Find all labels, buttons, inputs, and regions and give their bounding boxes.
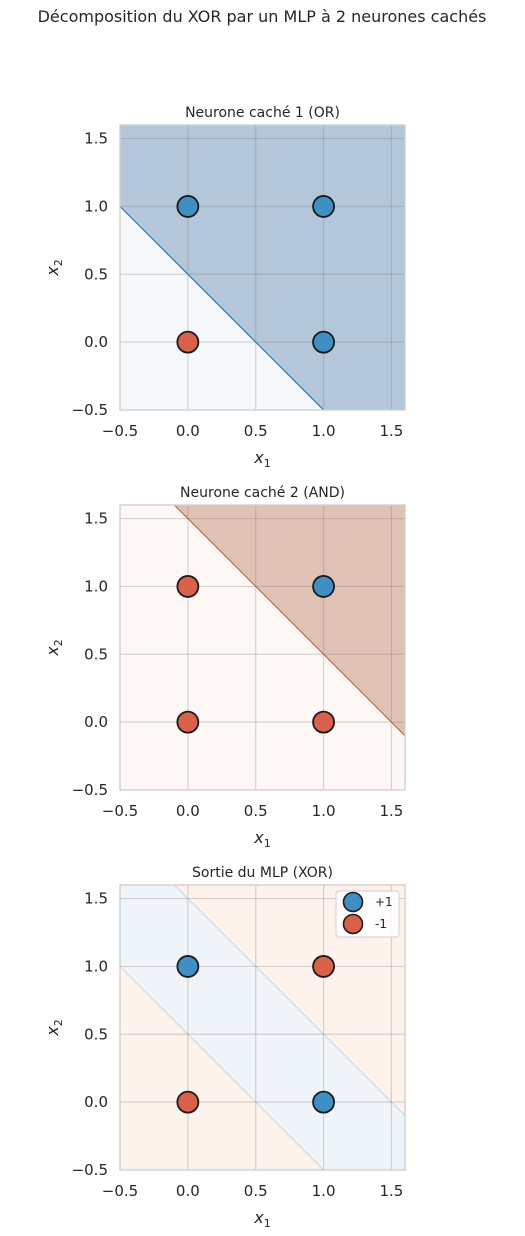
- data-point: [176, 710, 200, 734]
- legend-label: +1: [375, 895, 393, 909]
- decision-boundary-line-1: [120, 966, 325, 1170]
- data-point: [312, 575, 335, 598]
- x-tick-label: −0.5: [102, 422, 138, 440]
- panel-title: Neurone caché 1 (OR): [185, 105, 340, 121]
- x-tick-label: 1.0: [312, 1182, 336, 1200]
- y-tick-label: −0.5: [72, 781, 108, 799]
- data-point: [312, 955, 335, 978]
- x-tick-label: 1.0: [312, 422, 336, 440]
- y-axis-label: x2: [43, 1019, 65, 1036]
- y-tick-label: 0.0: [84, 333, 108, 351]
- y-tick-label: 1.5: [84, 130, 108, 148]
- data-point: [176, 955, 200, 978]
- legend-marker: [342, 891, 364, 913]
- x-axis-label: x1: [253, 828, 270, 850]
- legend-label: -1: [375, 917, 387, 931]
- x-tick-label: 0.5: [244, 422, 268, 440]
- x-tick-label: 0.0: [176, 802, 200, 820]
- x-tick-label: −0.5: [102, 802, 138, 820]
- data-point: [312, 330, 335, 354]
- y-tick-label: 1.0: [84, 197, 108, 215]
- figure-title: Décomposition du XOR par un MLP à 2 neur…: [38, 7, 487, 26]
- panel-2: −0.5 0.0 0.5 1.0 1.5 −0.5 0.0 0.5 1.0 1.5 Neurone …: [43, 485, 406, 850]
- axes-frame: [119, 504, 406, 791]
- x-tick-label: −0.5: [102, 1182, 138, 1200]
- x-tick-label: 0.5: [244, 1182, 268, 1200]
- x-tick-label: 0.0: [176, 422, 200, 440]
- x-axis-label: x1: [253, 448, 270, 470]
- y-tick-label: 0.0: [84, 1093, 108, 1111]
- data-point: [312, 1090, 335, 1114]
- panel-1: −0.5 0.0 0.5 1.0 1.5 −0.5 0.0 0.5 1.0 1.5 Neurone …: [43, 105, 406, 470]
- x-tick-label: 1.5: [379, 422, 403, 440]
- x-axis-label: x1: [253, 1208, 270, 1230]
- data-point: [176, 330, 200, 354]
- decision-boundary-line: [120, 206, 325, 410]
- y-tick-label: 1.0: [84, 957, 108, 975]
- y-tick-label: 0.5: [84, 645, 108, 663]
- data-point: [312, 195, 335, 218]
- data-point: [176, 575, 200, 598]
- panel-title: Neurone caché 2 (AND): [180, 485, 345, 501]
- x-tick-label: 0.5: [244, 802, 268, 820]
- x-tick-label: 1.5: [379, 802, 403, 820]
- y-tick-label: −0.5: [72, 401, 108, 419]
- y-tick-label: 1.5: [84, 890, 108, 908]
- region-layer: [120, 505, 405, 790]
- data-point: [176, 1090, 200, 1114]
- panel-title: Sortie du MLP (XOR): [192, 865, 333, 881]
- y-axis-label: x2: [43, 639, 65, 656]
- y-tick-label: 1.5: [84, 510, 108, 528]
- y-tick-label: 0.5: [84, 1025, 108, 1043]
- axes-frame: [119, 124, 406, 411]
- axes-frame: [119, 884, 406, 1171]
- x-tick-label: 0.0: [176, 1182, 200, 1200]
- positive-region: [120, 125, 405, 410]
- region-layer: [120, 125, 405, 410]
- decision-boundary-line: [173, 505, 405, 737]
- x-tick-label: 1.0: [312, 802, 336, 820]
- y-tick-label: −0.5: [72, 1161, 108, 1179]
- y-tick-label: 1.0: [84, 577, 108, 595]
- decision-boundary-line-2: [173, 885, 405, 1117]
- panel-3: −0.5 0.0 0.5 1.0 1.5 −0.5 0.0 0.5 1.0 1.5 Sortie d…: [43, 865, 406, 1230]
- x-tick-label: 1.5: [379, 1182, 403, 1200]
- y-tick-label: 0.5: [84, 265, 108, 283]
- y-tick-label: 0.0: [84, 713, 108, 731]
- data-point: [176, 195, 200, 218]
- y-axis-label: x2: [43, 259, 65, 276]
- legend: +1 -1: [335, 890, 400, 938]
- legend-marker: [342, 913, 364, 935]
- data-point: [312, 710, 335, 734]
